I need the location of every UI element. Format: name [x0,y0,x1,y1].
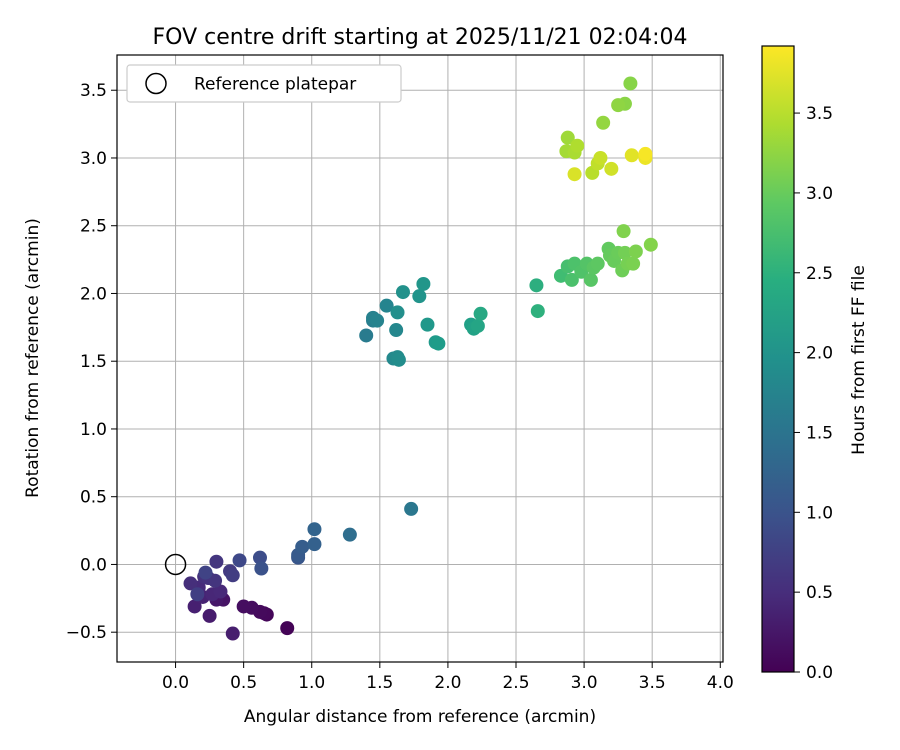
x-tick-label: 0.5 [230,673,257,693]
colorbar-tick-label: 0.5 [806,583,833,603]
x-tick-label: 1.0 [298,673,325,693]
x-tick-label: 1.5 [366,673,393,693]
data-point [623,76,638,91]
reference-platepar-marker [164,553,187,576]
legend-box [126,64,402,103]
data-point [202,608,217,623]
colorbar-gradient [761,45,795,673]
colorbar-tick-label: 0.0 [806,663,833,683]
colorbar: 0.0 0.5 1.0 1.5 2.0 2.5 3.0 3.5 Hours from firs… [761,45,869,683]
colorbar-label: Hours from first FF file [849,265,869,455]
data-point [391,352,406,367]
data-point [643,237,658,252]
data-point [431,336,446,351]
y-tick-label: 0.0 [80,555,107,575]
data-point [198,565,213,580]
data-point [280,621,295,636]
data-point [213,584,228,599]
y-tick-label: 2.5 [80,217,107,237]
data-point [370,313,385,328]
data-point [626,256,641,271]
data-point [342,527,357,542]
data-point [611,98,626,113]
data-point [596,115,611,130]
y-tick-label: 3.0 [80,149,107,169]
reference-marker [164,553,187,576]
y-tick-label: 3.5 [80,81,107,101]
data-point [628,244,643,259]
x-tick-label: 4.0 [707,673,734,693]
y-axis-ticks: 3.5 3.0 2.5 2.0 1.5 1.0 0.5 0.0 −0.5 [66,81,117,643]
y-tick-label: 2.0 [80,284,107,304]
data-points [183,76,658,641]
data-point [624,148,639,163]
colorbar-ticks: 0.0 0.5 1.0 1.5 2.0 2.5 3.0 3.5 [794,104,833,683]
data-point [254,561,269,576]
colorbar-tick-label: 1.5 [806,423,833,443]
x-tick-label: 3.0 [571,673,598,693]
data-point [570,138,585,153]
x-tick-label: 0.0 [162,673,189,693]
data-point [187,599,202,614]
data-point [473,306,488,321]
data-point [564,272,579,287]
data-point [416,276,431,291]
data-point [617,245,632,260]
data-point [379,298,394,313]
data-point [604,161,619,176]
data-point [583,272,598,287]
data-point [616,224,631,239]
data-point [560,130,575,145]
legend: Reference platepar [126,64,402,103]
y-tick-label: 0.5 [80,488,107,508]
data-point [225,568,240,583]
data-point [295,539,310,554]
data-point [252,550,267,565]
y-tick-label: 1.5 [80,352,107,372]
colorbar-tick-label: 3.5 [806,104,833,124]
data-point [590,256,605,271]
chart-title: FOV centre drift starting at 2025/11/21 … [153,25,688,50]
y-tick-label: −0.5 [66,623,107,643]
grid-lines [117,55,723,662]
data-point [359,328,374,343]
data-point [190,587,205,602]
y-tick-label: 1.0 [80,420,107,440]
x-tick-label: 2.0 [434,673,461,693]
data-point [225,626,240,641]
data-point [307,522,322,537]
legend-marker [145,72,167,95]
data-point [470,318,485,333]
data-point [529,278,544,293]
x-tick-label: 2.5 [502,673,529,693]
x-tick-label: 3.5 [639,673,666,693]
colorbar-tick-label: 2.0 [806,344,833,364]
data-point [390,305,405,320]
data-point [638,146,653,161]
data-point [420,317,435,332]
colorbar-tick-label: 2.5 [806,264,833,284]
data-point [209,554,224,569]
data-point [412,289,427,304]
x-axis-label: Angular distance from reference (arcmin) [244,707,596,727]
data-point [232,553,247,568]
data-point [395,285,410,300]
data-point [593,150,608,165]
data-point [530,304,545,319]
data-point [183,576,198,591]
legend-label: Reference platepar [194,75,356,95]
y-axis-label: Rotation from reference (arcmin) [23,218,43,498]
data-point [307,537,322,552]
data-point [404,501,419,516]
data-point [389,323,404,338]
data-point [208,573,223,588]
plot-frame [116,54,724,663]
data-point [567,167,582,182]
data-point [236,599,251,614]
colorbar-tick-label: 1.0 [806,503,833,523]
x-axis-ticks: 0.0 0.5 1.0 1.5 2.0 2.5 3.0 3.5 4.0 [162,662,734,693]
colorbar-tick-label: 3.0 [806,184,833,204]
